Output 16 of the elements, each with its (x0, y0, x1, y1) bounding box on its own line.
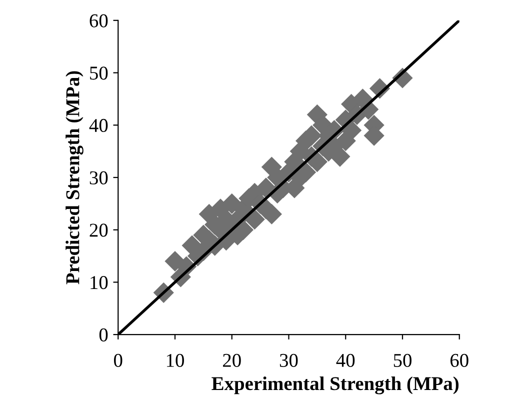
x-tick-label: 30 (280, 354, 298, 367)
x-tick-label: 40 (336, 354, 355, 367)
x-tick-label: 50 (394, 354, 412, 367)
y-tick-label: 40 (89, 118, 108, 132)
x-tick-label: 0 (114, 354, 122, 367)
x-tick-label: 20 (223, 354, 241, 367)
x-axis-title: Experimental Strength (MPa) (212, 376, 459, 394)
y-tick-label: 50 (90, 66, 108, 80)
y-axis-title: Predicted Strength (MPa) (66, 71, 84, 284)
y-tick-label: 10 (90, 276, 108, 290)
y-tick-label: 20 (90, 224, 108, 237)
y-tick-label: 30 (90, 171, 108, 184)
x-tick-label: 60 (450, 354, 468, 367)
y-tick-label: 0 (99, 328, 108, 342)
x-tick-label: 10 (166, 354, 184, 367)
y-tick-label: 60 (90, 14, 108, 28)
